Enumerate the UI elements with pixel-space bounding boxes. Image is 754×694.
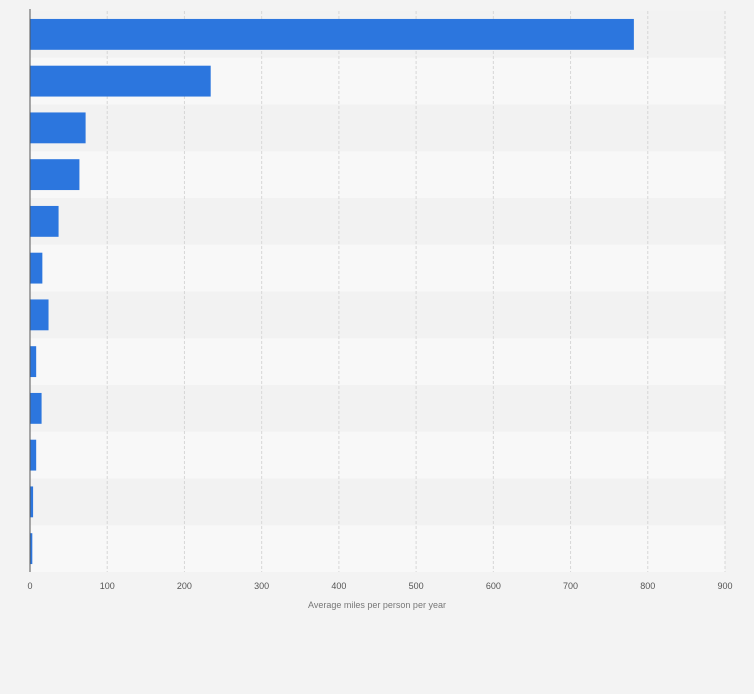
bar bbox=[30, 205, 59, 237]
row-band bbox=[30, 244, 725, 292]
x-axis-title: Average miles per person per year bbox=[308, 600, 446, 610]
row-band bbox=[30, 198, 725, 245]
bar bbox=[30, 112, 86, 144]
x-tick-label: 100 bbox=[100, 581, 115, 591]
bar bbox=[30, 392, 42, 424]
row-band bbox=[30, 104, 725, 152]
x-tick-label: 0 bbox=[27, 581, 32, 591]
x-tick-label: 700 bbox=[563, 581, 578, 591]
bar bbox=[30, 252, 43, 284]
bar bbox=[30, 346, 37, 378]
x-tick-label: 400 bbox=[331, 581, 346, 591]
bars bbox=[30, 18, 634, 565]
bar bbox=[30, 65, 211, 97]
bar bbox=[30, 159, 80, 191]
row-band bbox=[30, 478, 725, 526]
row-band bbox=[30, 431, 725, 479]
bar bbox=[30, 299, 49, 331]
row-band bbox=[30, 291, 725, 339]
x-tick-label: 500 bbox=[409, 581, 424, 591]
x-tick-label: 600 bbox=[486, 581, 501, 591]
x-tick-labels: 0 100 200 300 400 500 600 700 800 900 bbox=[27, 581, 732, 591]
row-band bbox=[30, 525, 725, 572]
x-tick-label: 900 bbox=[717, 581, 732, 591]
x-tick-label: 300 bbox=[254, 581, 269, 591]
row-band bbox=[30, 385, 725, 432]
row-bands bbox=[30, 11, 725, 572]
row-band bbox=[30, 151, 725, 198]
x-tick-label: 800 bbox=[640, 581, 655, 591]
bar bbox=[30, 533, 33, 565]
bar bbox=[30, 486, 34, 518]
gridlines bbox=[106, 11, 726, 572]
x-tick-label: 200 bbox=[177, 581, 192, 591]
row-band bbox=[30, 338, 725, 385]
bar bbox=[30, 18, 634, 50]
bar bbox=[30, 439, 37, 471]
